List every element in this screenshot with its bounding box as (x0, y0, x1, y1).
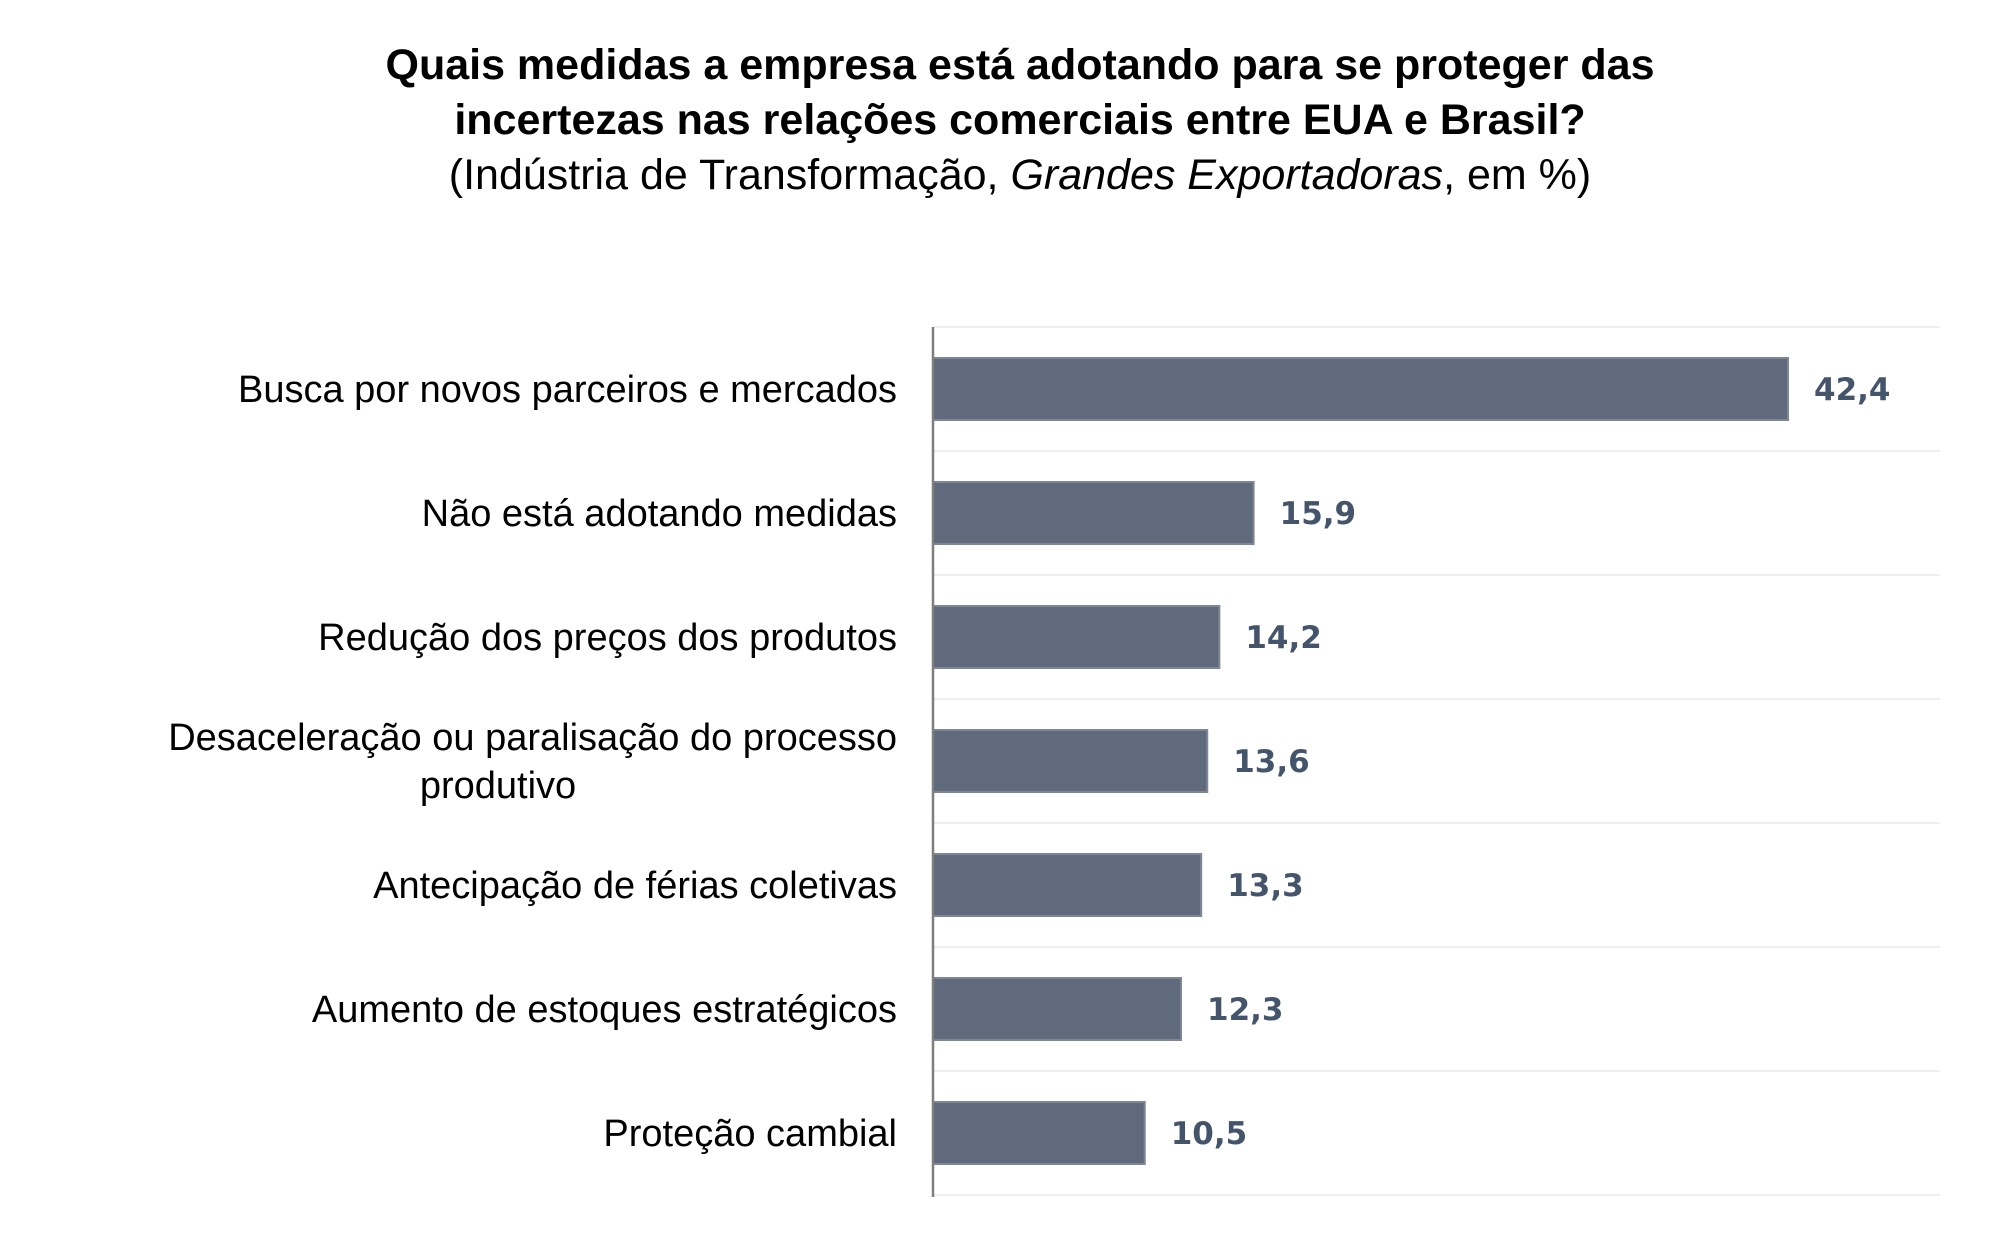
chart-title-block: Quais medidas a empresa está adotando pa… (0, 38, 2010, 203)
data-label: 14,2 (1245, 620, 1322, 656)
data-label: 42,4 (1814, 372, 1891, 408)
chart-title-line-1: Quais medidas a empresa está adotando pa… (385, 41, 1655, 89)
data-label: 13,6 (1233, 744, 1310, 780)
category-label: Redução dos preços dos produtos (318, 617, 897, 659)
bar (932, 977, 1183, 1041)
chart-subtitle-prefix: (Indústria de Transformação, (448, 151, 1011, 199)
category-label: Antecipação de férias coletivas (373, 865, 897, 907)
bar (932, 1101, 1146, 1165)
chart-subtitle-italic: Grandes Exportadoras (1010, 151, 1444, 199)
category-label: Busca por novos parceiros e mercados (238, 369, 897, 411)
data-label: 12,3 (1207, 992, 1284, 1028)
bar (932, 605, 1221, 669)
chart-title-line-2: incertezas nas relações comerciais entre… (454, 96, 1586, 144)
data-label: 15,9 (1280, 496, 1357, 532)
category-label: Não está adotando medidas (422, 493, 897, 535)
category-label: Aumento de estoques estratégicos (312, 989, 897, 1031)
bar (932, 729, 1209, 793)
category-label: Desaceleração ou paralisação do processo (168, 717, 897, 759)
category-label-continuation: produtivo (420, 765, 576, 807)
bar (932, 357, 1789, 421)
chart-subtitle-suffix: , em %) (1443, 151, 1592, 199)
category-label: Proteção cambial (603, 1113, 897, 1155)
data-label: 10,5 (1171, 1116, 1248, 1152)
bar (932, 853, 1203, 917)
data-label: 13,3 (1227, 868, 1304, 904)
bar (932, 481, 1255, 545)
chart-subtitle: (Indústria de Transformação, Grandes Exp… (0, 148, 2010, 203)
